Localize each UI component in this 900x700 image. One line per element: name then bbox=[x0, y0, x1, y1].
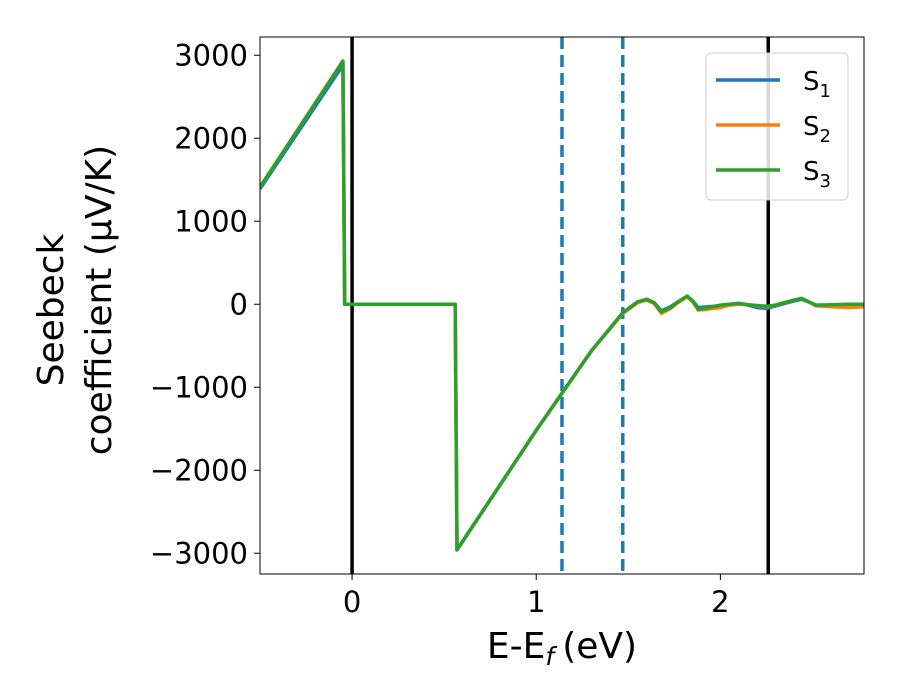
y-tick-label-1: 2000 bbox=[174, 121, 248, 155]
x-axis-ticks: 0 1 2 bbox=[343, 574, 730, 619]
x-axis-label-main: E-E bbox=[487, 626, 545, 667]
y-tick-label-2: 1000 bbox=[174, 204, 248, 238]
legend: S1 S2 S3 bbox=[705, 52, 849, 201]
y-axis-label-line1: Seebeck bbox=[31, 233, 72, 386]
x-axis-label: E-Ef (eV) bbox=[487, 626, 637, 671]
legend-label-1: S1 bbox=[803, 67, 831, 102]
y-tick-label-4: −1000 bbox=[150, 370, 248, 404]
y-tick-label-3: 0 bbox=[230, 287, 248, 321]
x-axis-label-sub: f bbox=[545, 642, 557, 671]
series-lines bbox=[260, 59, 864, 552]
y-tick-label-0: 3000 bbox=[174, 38, 248, 72]
legend-label-3: S3 bbox=[803, 157, 831, 192]
legend-label-2: S2 bbox=[803, 112, 831, 147]
x-tick-label-2: 2 bbox=[711, 585, 729, 619]
x-tick-label-1: 1 bbox=[527, 585, 545, 619]
y-axis-ticks: 3000 2000 1000 0 −1000 −2000 −3000 bbox=[150, 38, 260, 570]
x-axis-label-unit: (eV) bbox=[562, 626, 637, 667]
series-line-3 bbox=[260, 59, 864, 552]
y-axis-label-line2: coefficient (μV/K) bbox=[79, 145, 120, 455]
y-tick-label-6: −3000 bbox=[150, 536, 248, 570]
x-tick-label-0: 0 bbox=[343, 585, 361, 619]
plot-frame bbox=[259, 36, 865, 575]
y-tick-label-5: −2000 bbox=[150, 453, 248, 487]
